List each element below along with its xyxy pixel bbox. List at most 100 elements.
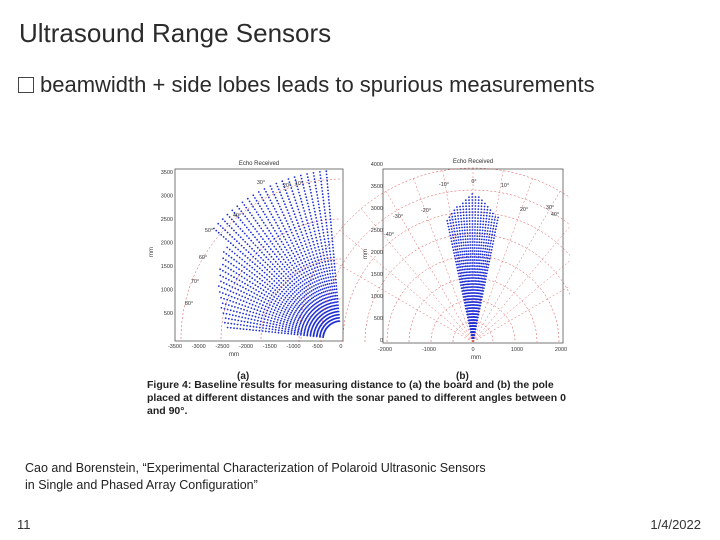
plot-a-echo-point — [291, 317, 294, 319]
plot-a-echo-point — [250, 239, 253, 242]
plot-a-echo-point — [245, 249, 248, 251]
plot-a-echo-point — [306, 235, 309, 238]
plot-a-echo-point — [302, 247, 305, 250]
plot-b-echo-point — [491, 218, 493, 221]
plot-a-echo-point — [249, 321, 252, 324]
plot-a-echo-point — [276, 304, 278, 307]
plot-a-echo-point — [248, 245, 251, 248]
plot-b-echo-point — [494, 231, 496, 234]
plot-b-echo-point — [458, 245, 461, 247]
plot-a-echo-point — [320, 295, 323, 298]
plot-a-echo-point — [303, 320, 306, 323]
plot-a-echo-point — [258, 272, 261, 275]
plot-a-echo-point — [314, 210, 316, 213]
plot-a-echo-point — [329, 286, 332, 288]
plot-a-echo-point — [301, 301, 304, 304]
plot-a-echo-point — [310, 279, 312, 282]
plot-a-echo-point — [322, 228, 324, 231]
plot-a-echo-point — [335, 288, 338, 291]
plot-a-echo-point — [316, 239, 318, 242]
plot-a-echo-point — [280, 286, 283, 289]
plot-a-echo-point — [318, 206, 321, 209]
plot-a-echo-point — [252, 225, 254, 228]
plot-a-echo-point — [299, 314, 302, 317]
plot-a-angle-label: 10° — [295, 181, 303, 187]
plot-b-echo-point — [475, 256, 478, 258]
plot-a-echo-point — [297, 283, 300, 286]
plot-a-echo-point — [299, 299, 301, 302]
plot-a-echo-point — [240, 320, 243, 322]
plot-b-echo-point — [488, 251, 490, 254]
plot-b-echo-point — [457, 251, 459, 254]
plot-a-echo-point — [247, 306, 250, 308]
figure-svg: Echo Received mm mm 35003000250020001500… — [147, 159, 648, 417]
plot-b-echo-point — [476, 238, 478, 240]
plot-a-echo-point — [315, 236, 317, 239]
plot-b-echo-point — [478, 235, 481, 238]
plot-a-echo-point — [306, 301, 309, 303]
plot-a-echo-point — [319, 336, 321, 338]
plot-a-echo-point — [303, 334, 305, 337]
plot-a-echo-point — [321, 271, 323, 274]
plot-a-echo-point — [307, 266, 309, 269]
plot-a-echo-point — [309, 307, 312, 309]
plot-a-echo-point — [295, 299, 297, 301]
plot-a-echo-point — [317, 293, 320, 296]
plot-a-echo-point — [302, 207, 305, 209]
plot-b-echo-point — [467, 280, 470, 283]
plot-b-echo-point — [475, 322, 478, 325]
plot-a-echo-point — [233, 220, 235, 223]
plot-a-echo-point — [258, 290, 260, 293]
plot-b-echo-point — [471, 193, 474, 195]
plot-b-echo-point — [482, 281, 485, 283]
plot-a-echo-point — [225, 277, 227, 280]
plot-b-echo-point — [483, 232, 486, 235]
plot-a-echo-point — [284, 203, 286, 206]
plot-a-echo-point — [232, 310, 235, 312]
plot-b-angle-ray — [412, 177, 474, 343]
plot-a-echo-point — [266, 309, 269, 312]
plot-a-echo-point — [285, 306, 288, 309]
plot-a-echo-point — [298, 256, 301, 259]
plot-a-echo-point — [243, 324, 245, 327]
plot-a-echo-point — [253, 250, 256, 252]
plot-b-echo-point — [476, 265, 479, 267]
plot-a-echo-point — [290, 187, 293, 189]
plot-a-echo-point — [271, 250, 274, 253]
plot-b-echo-point — [479, 256, 482, 259]
plot-a-echo-point — [329, 211, 331, 214]
plot-a-echo-point — [291, 298, 293, 301]
plot-a-echo-point — [297, 268, 300, 270]
plot-b-echo-point — [459, 251, 462, 253]
plot-a-echo-point — [249, 211, 251, 214]
plot-a-echo-point — [230, 218, 233, 221]
plot-a-echo-point — [303, 303, 306, 306]
plot-a-echo-point — [282, 323, 285, 325]
plot-a-echo-point — [292, 323, 294, 326]
plot-b-ylabel: mm — [363, 249, 369, 259]
plot-b-echo-point — [454, 218, 457, 221]
plot-a-echo-point — [295, 289, 298, 292]
plot-a-echo-point — [286, 312, 289, 315]
plot-a-echo-point — [295, 202, 298, 205]
plot-a-echo-point — [274, 331, 277, 334]
plot-b-echo-point — [464, 274, 466, 277]
plot-a-echo-point — [284, 282, 287, 284]
plot-a-echo-point — [315, 220, 318, 222]
plot-a-echo-point — [224, 303, 227, 306]
plot-a-echo-point — [281, 263, 284, 266]
plot-a-echo-point — [276, 297, 278, 300]
plot-a-echo-point — [311, 275, 313, 278]
plot-a-echo-point — [300, 273, 303, 276]
plot-a-echo-point — [294, 329, 296, 332]
plot-a-echo-point — [291, 309, 294, 312]
plot-b: Echo Received mm mm 40003500300025002000… — [298, 159, 648, 382]
plot-a-echo-point — [234, 306, 236, 308]
plot-a-echo-point — [227, 294, 230, 297]
plot-a-echo-point — [222, 251, 225, 253]
plot-b-echo-point — [465, 202, 467, 205]
plot-a-echo-point — [284, 328, 287, 330]
plot-b-echo-point — [458, 226, 461, 229]
plot-a-echo-point — [266, 273, 268, 276]
plot-a-echo-point — [331, 302, 333, 304]
